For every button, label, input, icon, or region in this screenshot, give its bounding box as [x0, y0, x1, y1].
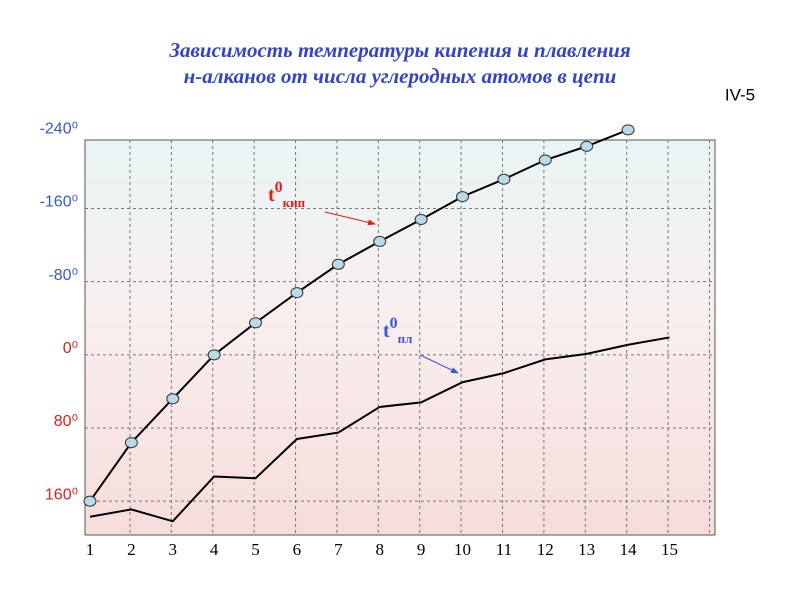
point-marker — [83, 495, 97, 507]
x-tick-label: 15 — [661, 540, 678, 559]
annotation-sub: кип — [283, 195, 306, 210]
y-tick-label: 160⁰ — [45, 486, 78, 503]
chart-title: н-алканов от числа углеродных атомов в ц… — [184, 64, 617, 88]
point-marker — [249, 317, 263, 329]
point-marker — [331, 258, 345, 270]
x-tick-label: 1 — [86, 540, 95, 559]
annotation-arrow — [324, 211, 376, 226]
point-marker — [290, 287, 304, 299]
point-marker — [621, 124, 635, 136]
y-tick-label: -160⁰ — [40, 194, 78, 211]
x-tick-label: 4 — [210, 540, 219, 559]
x-tick-label: 12 — [537, 540, 554, 559]
point-marker — [456, 191, 470, 203]
series-line — [89, 128, 629, 502]
x-tick-label: 2 — [127, 540, 136, 559]
point-marker — [124, 437, 138, 449]
point-marker — [373, 235, 387, 247]
annotation-text: t — [383, 320, 390, 342]
x-tick-label: 6 — [293, 540, 302, 559]
annotation: t0пл — [383, 315, 412, 346]
point-marker — [207, 349, 221, 361]
point-marker — [497, 173, 511, 185]
chart-title: Зависимость температуры кипения и плавле… — [168, 38, 630, 62]
x-tick-label: 9 — [417, 540, 426, 559]
point-marker — [538, 154, 552, 166]
x-tick-label: 14 — [620, 540, 638, 559]
y-tick-label: 0⁰ — [63, 340, 78, 357]
y-tick-label: 80⁰ — [54, 413, 78, 430]
x-tick-label: 5 — [251, 540, 260, 559]
point-marker — [580, 140, 594, 152]
x-tick-label: 10 — [454, 540, 471, 559]
x-tick-label: 8 — [375, 540, 384, 559]
point-marker — [414, 213, 428, 225]
y-tick-label: -80⁰ — [48, 267, 78, 284]
slide-label: IV-5 — [725, 85, 755, 104]
x-tick-label: 11 — [496, 540, 512, 559]
annotation-text: t — [268, 184, 275, 206]
plot-area — [84, 139, 716, 536]
annotation-sub: пл — [398, 331, 413, 346]
x-tick-label: 7 — [334, 540, 343, 559]
series-line — [89, 336, 670, 523]
point-marker — [166, 393, 180, 405]
annotation: t0кип — [268, 179, 306, 210]
annotation-sup: 0 — [275, 179, 283, 196]
annotation-sup: 0 — [390, 315, 398, 332]
x-tick-label: 13 — [578, 540, 595, 559]
y-tick-label: -240⁰ — [40, 121, 78, 138]
annotation-arrow — [419, 354, 459, 374]
x-tick-label: 3 — [169, 540, 178, 559]
